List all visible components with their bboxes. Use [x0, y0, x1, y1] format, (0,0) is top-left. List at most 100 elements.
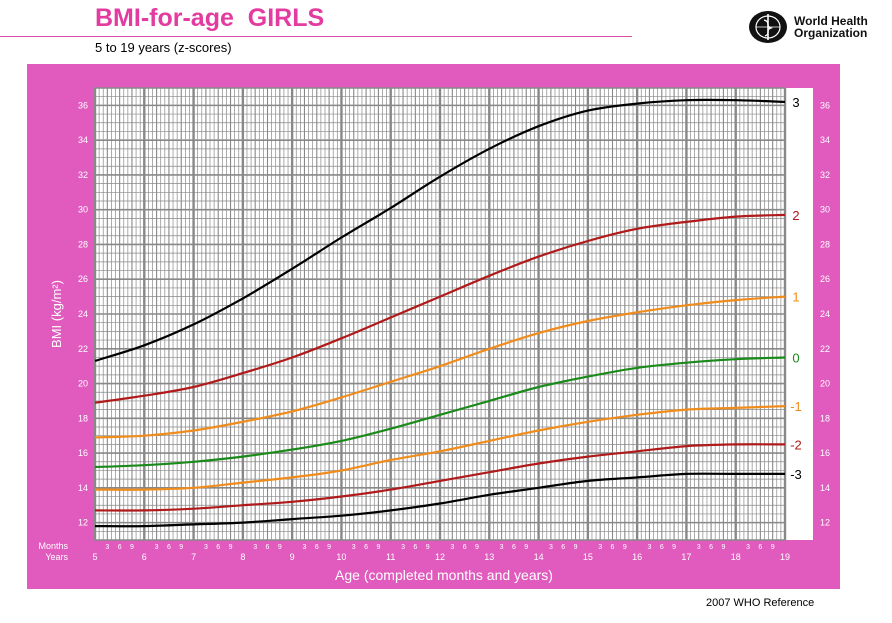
x-tick-label-month: 9 — [475, 544, 479, 551]
zscore-label: -1 — [790, 399, 802, 414]
organization-name-line1: World Health — [794, 14, 868, 28]
x-axis-label: Age (completed months and years) — [335, 567, 553, 583]
y-tick-label-right: 22 — [820, 344, 830, 354]
y-tick-label-left: 30 — [78, 205, 88, 215]
y-tick-label-left: 24 — [78, 309, 88, 319]
zscore-curve — [94, 472, 785, 528]
x-tick-label-month: 3 — [648, 544, 652, 551]
y-tick-label-right: 26 — [820, 274, 830, 284]
zscore-curve — [94, 295, 786, 439]
x-tick-label-month: 9 — [574, 544, 578, 551]
x-tick-label-month: 6 — [561, 544, 565, 551]
y-tick-label-left: 28 — [78, 239, 88, 249]
x-tick-label-month: 9 — [278, 544, 282, 551]
y-tick-label-right: 12 — [820, 518, 830, 528]
title-divider — [0, 36, 632, 37]
y-axis-label: BMI (kg/m²) — [49, 280, 64, 348]
zscore-curve — [94, 443, 786, 512]
x-tick-label-month: 3 — [401, 544, 405, 551]
y-tick-label-left: 26 — [78, 274, 88, 284]
y-tick-label-right: 30 — [820, 205, 830, 215]
y-tick-label-right: 28 — [820, 239, 830, 249]
zscore-curve — [94, 98, 786, 362]
y-tick-label-left: 36 — [78, 100, 88, 110]
x-tick-label-month: 3 — [598, 544, 602, 551]
x-tick-label-year: 17 — [681, 552, 691, 562]
x-tick-label-month: 6 — [413, 544, 417, 551]
x-tick-label-year: 7 — [191, 552, 196, 562]
x-tick-label-month: 3 — [155, 544, 159, 551]
x-tick-label-month: 9 — [179, 544, 183, 551]
x-tick-label-month: 9 — [376, 544, 380, 551]
y-tick-label-right: 34 — [820, 135, 830, 145]
zscore-label: 0 — [792, 350, 799, 365]
x-tick-label-month: 6 — [167, 544, 171, 551]
x-tick-label-month: 3 — [204, 544, 208, 551]
x-tick-label-year: 12 — [435, 552, 445, 562]
zscore-label-column — [785, 88, 813, 540]
x-tick-label-year: 10 — [336, 552, 346, 562]
zscore-label: 3 — [792, 95, 799, 110]
zscore-curve — [94, 356, 786, 469]
who-emblem-icon — [749, 11, 787, 43]
x-tick-label-month: 6 — [315, 544, 319, 551]
zscore-label: 2 — [792, 208, 799, 223]
x-tick-label-month: 9 — [721, 544, 725, 551]
y-tick-label-right: 36 — [820, 100, 830, 110]
y-tick-label-left: 22 — [78, 344, 88, 354]
organization-name: World Health Organization — [794, 15, 868, 39]
reference-note: 2007 WHO Reference — [706, 597, 815, 609]
x-tick-label-month: 9 — [623, 544, 627, 551]
y-tick-label-right: 14 — [820, 483, 830, 493]
zscore-label: -2 — [790, 437, 802, 452]
x-tick-label-month: 9 — [426, 544, 430, 551]
y-tick-label-right: 16 — [820, 448, 830, 458]
x-tick-label-month: 6 — [266, 544, 270, 551]
y-tick-label-left: 16 — [78, 448, 88, 458]
organization-name-line2: Organization — [794, 26, 868, 40]
x-tick-label-month: 6 — [216, 544, 220, 551]
months-row-label: Months — [38, 541, 68, 551]
zscore-label: -3 — [790, 467, 802, 482]
chart-subtitle: 5 to 19 years (z-scores) — [95, 40, 232, 55]
x-tick-label-year: 18 — [731, 552, 741, 562]
y-tick-label-left: 18 — [78, 413, 88, 423]
x-tick-label-month: 3 — [105, 544, 109, 551]
y-tick-label-left: 34 — [78, 135, 88, 145]
x-tick-label-year: 5 — [92, 552, 97, 562]
x-tick-label-month: 9 — [130, 544, 134, 551]
zscore-label: 1 — [792, 290, 799, 305]
y-tick-label-right: 32 — [820, 170, 830, 180]
x-tick-label-month: 9 — [524, 544, 528, 551]
x-tick-label-month: 3 — [450, 544, 454, 551]
x-tick-label-month: 6 — [463, 544, 467, 551]
x-tick-label-month: 6 — [709, 544, 713, 551]
x-tick-label-year: 9 — [290, 552, 295, 562]
plot-border — [94, 87, 786, 541]
x-tick-label-month: 6 — [611, 544, 615, 551]
y-tick-label-right: 18 — [820, 413, 830, 423]
x-tick-label-month: 3 — [253, 544, 257, 551]
x-tick-label-year: 14 — [534, 552, 544, 562]
x-tick-label-month: 9 — [229, 544, 233, 551]
x-tick-label-year: 19 — [780, 552, 790, 562]
x-tick-label-month: 3 — [303, 544, 307, 551]
x-tick-label-month: 9 — [327, 544, 331, 551]
x-tick-label-month: 6 — [758, 544, 762, 551]
x-tick-label-month: 3 — [352, 544, 356, 551]
x-tick-label-year: 16 — [632, 552, 642, 562]
series-lines — [94, 98, 786, 528]
y-tick-label-left: 32 — [78, 170, 88, 180]
y-tick-label-left: 12 — [78, 518, 88, 528]
x-tick-label-year: 15 — [583, 552, 593, 562]
chart-title: BMI-for-age GIRLS — [95, 4, 325, 32]
x-tick-label-month: 9 — [672, 544, 676, 551]
x-tick-label-year: 13 — [484, 552, 494, 562]
x-tick-label-year: 11 — [386, 552, 395, 562]
x-tick-label-month: 6 — [660, 544, 664, 551]
y-axis-left: 12 14 16 18 20 22 24 26 28 30 32 34 36 — [78, 100, 88, 527]
x-tick-label-month: 9 — [771, 544, 775, 551]
y-tick-label-left: 14 — [78, 483, 88, 493]
